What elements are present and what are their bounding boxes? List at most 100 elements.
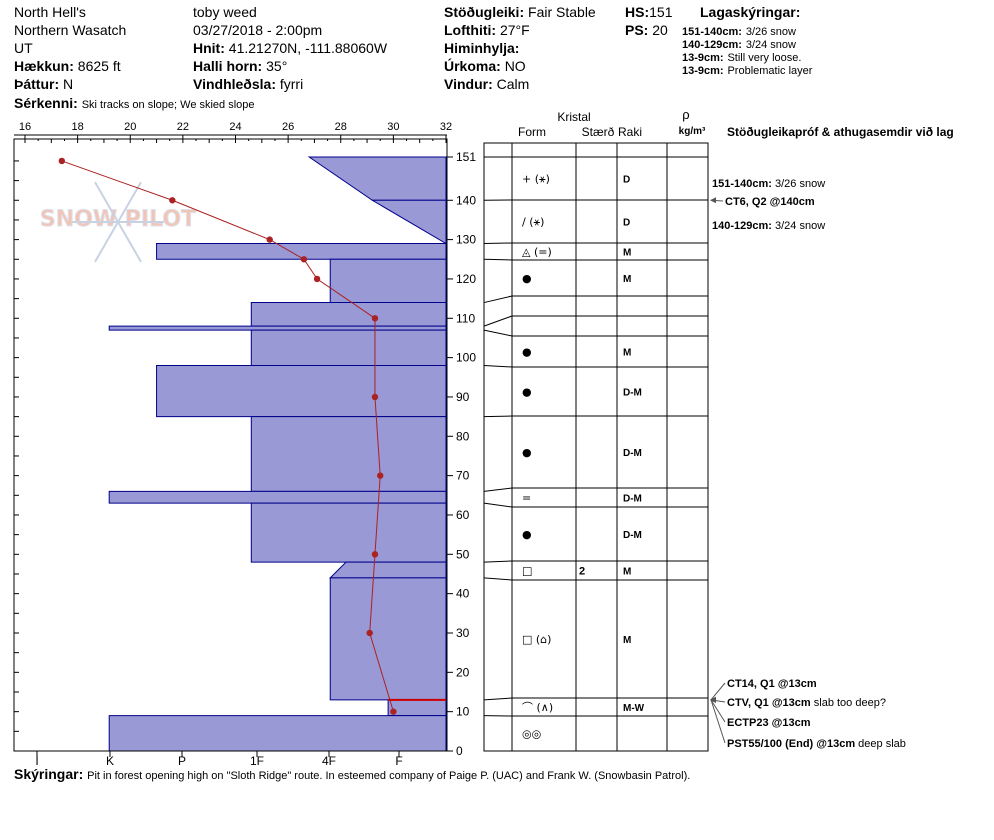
temp-tick-label: 30 [387, 121, 399, 133]
depth-tick-label: 80 [456, 429, 470, 443]
hardness-layer [307, 156, 447, 201]
temp-tick-label: 32 [440, 121, 452, 133]
legend-range: 13-9cm: [682, 65, 724, 77]
legend-text: Still very loose. [727, 52, 802, 64]
temp-tick-label: 28 [335, 121, 347, 133]
air-temp-value: 27°F [499, 22, 530, 38]
temperature-point [371, 315, 379, 322]
coords-label: Hnit: [193, 40, 225, 56]
layer-wetness: M [623, 274, 631, 285]
layer-form: ● [522, 386, 532, 399]
layer-connector [483, 258, 513, 261]
stability-test: PST55/100 (End) @13cm deep slab [727, 738, 906, 750]
layer-wetness: D-M [623, 388, 642, 399]
layer-connector [483, 242, 513, 245]
layer-wetness: M [623, 248, 631, 259]
hardness-tick-label: K [106, 754, 114, 768]
hardness-tick-label: P [178, 754, 186, 768]
temperature-point [371, 551, 379, 558]
hardness-layer [156, 364, 447, 418]
stability-test-note: slab too deep? [811, 697, 886, 709]
layer-form: + (⚹) [522, 173, 550, 186]
aspect-label: Þáttur: [14, 76, 60, 92]
hardness-layer [108, 325, 447, 331]
hardness-layer [250, 416, 447, 492]
hardness-layer [108, 490, 447, 504]
depth-tick-label: 10 [456, 705, 470, 719]
depth-tick-label: 120 [456, 272, 476, 286]
plot-border [13, 138, 448, 752]
layer-form: ● [522, 272, 532, 285]
depth-tick-label: 30 [456, 626, 470, 640]
hardness-tick-label: I [35, 754, 38, 768]
layer-connector [483, 364, 513, 368]
temp-tick-label: 22 [177, 121, 189, 133]
snowflake-arm [117, 181, 142, 223]
depth-tick-label: 130 [456, 233, 476, 247]
stability-test-label: CT6, Q2 @140cm [725, 196, 815, 208]
layer-connector [483, 560, 513, 563]
stability-test-label: CT14, Q1 @13cm [727, 678, 817, 690]
pit-header: North Hell's Northern Wasatch UT Hækkun:… [0, 0, 994, 115]
layer-connector [483, 577, 513, 581]
chart-frame: 16 18 20 22 24 26 28 30 32 0 10 20 30 40 50 60 70 80 90 100… [13, 121, 476, 768]
density-unit: kg/m³ [679, 126, 706, 137]
layer-connector [483, 315, 513, 327]
size-header: Stærð [582, 125, 615, 139]
hs-value: 151 [649, 4, 673, 20]
snowpilot-watermark: SNOW PILOT [39, 181, 197, 263]
layer-form: ∕ (⚹) [522, 216, 544, 229]
legend-line: 13-9cm: Still very loose. [682, 50, 801, 65]
depth-tick-label: 151 [456, 150, 476, 164]
elevation: Hækkun: 8625 ft [14, 58, 121, 74]
hardness-layer [250, 329, 447, 366]
temp-tick-label: 20 [124, 121, 136, 133]
observation-datetime: 03/27/2018 - 2:00pm [193, 22, 323, 38]
aspect-value: N [63, 76, 74, 92]
layer-size: 2 [579, 566, 585, 578]
temperature-point [371, 393, 379, 401]
layer-table: Kristal Form Stærð Raki ρ kg/m³ Stöðugleikapró… [483, 107, 954, 752]
layer-wetness: M [623, 348, 631, 359]
legend-text: 3/24 snow [745, 39, 796, 51]
temperature-profile [58, 157, 446, 715]
aspect: Þáttur: N [14, 76, 73, 92]
stability-test: ECTP23 @13cm [727, 717, 811, 729]
stability-test-label: PST55/100 (End) @13cm [727, 738, 855, 750]
hardness-layer [329, 258, 447, 304]
air-temp-label: Lofthiti: [444, 22, 497, 38]
wind-loading-label: Vindhleðsla: [193, 76, 276, 92]
depth-tick-label: 0 [456, 744, 463, 758]
layer-form: ⌒ (∧) [522, 701, 553, 714]
watermark-text: SNOW PILOT [40, 207, 196, 232]
hardness-profile [108, 156, 447, 752]
layer-connector [483, 415, 513, 418]
layer-comment-range: 140-129cm: [712, 220, 772, 232]
temperature-point [366, 629, 373, 637]
temperature-point [58, 157, 66, 165]
layer-connector [483, 295, 513, 304]
sky-label: Himinhylja: [444, 40, 520, 56]
stability-test-note: deep slab [855, 738, 906, 750]
hardness-layer [370, 199, 447, 245]
layer-form: ● [522, 346, 532, 359]
layer-wetness: M-W [623, 703, 645, 714]
slope-angle: Halli horn: 35° [193, 58, 287, 74]
hardness-layer [329, 561, 447, 579]
layer-wetness: D [623, 218, 630, 229]
hardness-layer [387, 699, 447, 717]
snowflake-arm [94, 181, 119, 223]
slope-value: 35° [266, 58, 288, 74]
ps-label: PS: [625, 22, 649, 38]
layer-wetness: D-M [623, 448, 642, 459]
hardness-tick-label: 1F [250, 754, 264, 768]
depth-tick-label: 70 [456, 469, 470, 483]
snow-height: HS:151 [625, 4, 672, 20]
layer-form: ● [522, 446, 532, 459]
pit-depth: PS: 20 [625, 22, 668, 38]
table-border [483, 142, 709, 752]
slope-label: Halli horn: [193, 58, 263, 74]
legend-text: Problematic layer [727, 65, 813, 77]
hardness-layer [329, 577, 447, 701]
